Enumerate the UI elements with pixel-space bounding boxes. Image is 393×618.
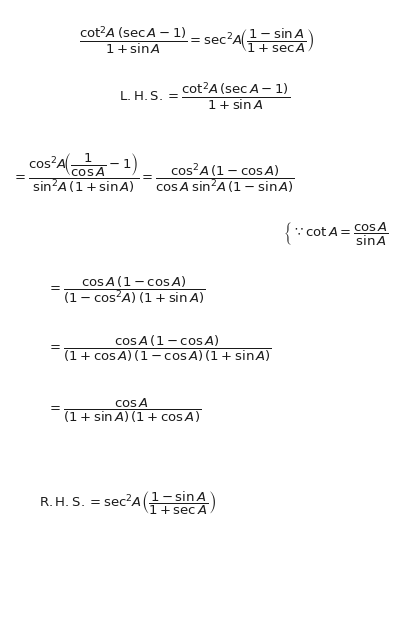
- Text: $\mathrm{R.H.S.} = \sec^2\!A\left(\dfrac{1-\sin A}{1+\sec A}\right)$: $\mathrm{R.H.S.} = \sec^2\!A\left(\dfrac…: [39, 490, 216, 517]
- Text: $= \dfrac{\cos A\,(1-\cos A)}{(1+\cos A)\,(1-\cos A)\,(1+\sin A)}$: $= \dfrac{\cos A\,(1-\cos A)}{(1+\cos A)…: [47, 334, 272, 364]
- Text: $= \dfrac{\cos^2\!A\!\left(\dfrac{1}{\cos A}-1\right)}{\sin^2\!A\,(1+\sin A)} = : $= \dfrac{\cos^2\!A\!\left(\dfrac{1}{\co…: [12, 151, 295, 195]
- Text: $\dfrac{\cot^2\!A\,(\sec A-1)}{1+\sin A} = \sec^2\!A\!\left(\dfrac{1-\sin A}{1+\: $\dfrac{\cot^2\!A\,(\sec A-1)}{1+\sin A}…: [79, 24, 314, 56]
- Text: $\mathrm{L.H.S.} = \dfrac{\cot^2\!A\,(\sec A-1)}{1+\sin A}$: $\mathrm{L.H.S.} = \dfrac{\cot^2\!A\,(\s…: [119, 80, 290, 112]
- Text: $= \dfrac{\cos A}{(1+\sin A)\,(1+\cos A)}$: $= \dfrac{\cos A}{(1+\sin A)\,(1+\cos A)…: [47, 397, 201, 425]
- Text: $= \dfrac{\cos A\,(1-\cos A)}{(1-\cos^2\!A)\,(1+\sin A)}$: $= \dfrac{\cos A\,(1-\cos A)}{(1-\cos^2\…: [47, 275, 206, 306]
- Text: $\left\{\because\cot A = \dfrac{\cos A}{\sin A}\right.$: $\left\{\because\cot A = \dfrac{\cos A}{…: [283, 221, 389, 248]
